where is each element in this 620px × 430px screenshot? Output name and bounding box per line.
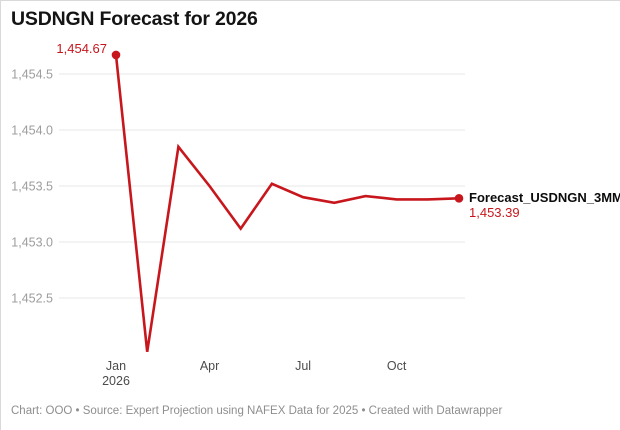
- y-axis-tick-label: 1,453.5: [11, 180, 53, 194]
- x-axis-tick-label: Jan: [106, 359, 126, 373]
- x-axis-tick-label: Oct: [387, 359, 407, 373]
- forecast-line: [114, 54, 460, 352]
- y-axis-tick-label: 1,454.0: [11, 124, 53, 138]
- chart-title: USDNGN Forecast for 2026: [11, 8, 258, 30]
- x-axis-tick-label: Jul: [295, 359, 311, 373]
- y-axis-tick-label: 1,453.0: [11, 236, 53, 250]
- data-point-dot: [454, 194, 464, 203]
- x-axis-tick-label: Apr: [200, 359, 219, 373]
- y-axis-tick-label: 1,454.5: [11, 68, 53, 82]
- y-axis-tick-label: 1,452.5: [11, 292, 53, 306]
- first-point-value-label: 1,454.67: [56, 41, 107, 56]
- chart-attribution: Chart: OOO • Source: Expert Projection u…: [11, 405, 503, 417]
- end-of-line-label: Forecast_USDNGN_3MMA 1,453.39: [469, 190, 620, 220]
- data-point-dot: [111, 50, 121, 60]
- last-point-value-label: 1,453.39: [469, 204, 520, 220]
- x-axis-year-label: 2026: [102, 374, 130, 388]
- series-name-label: Forecast_USDNGN_3MMA: [469, 190, 620, 205]
